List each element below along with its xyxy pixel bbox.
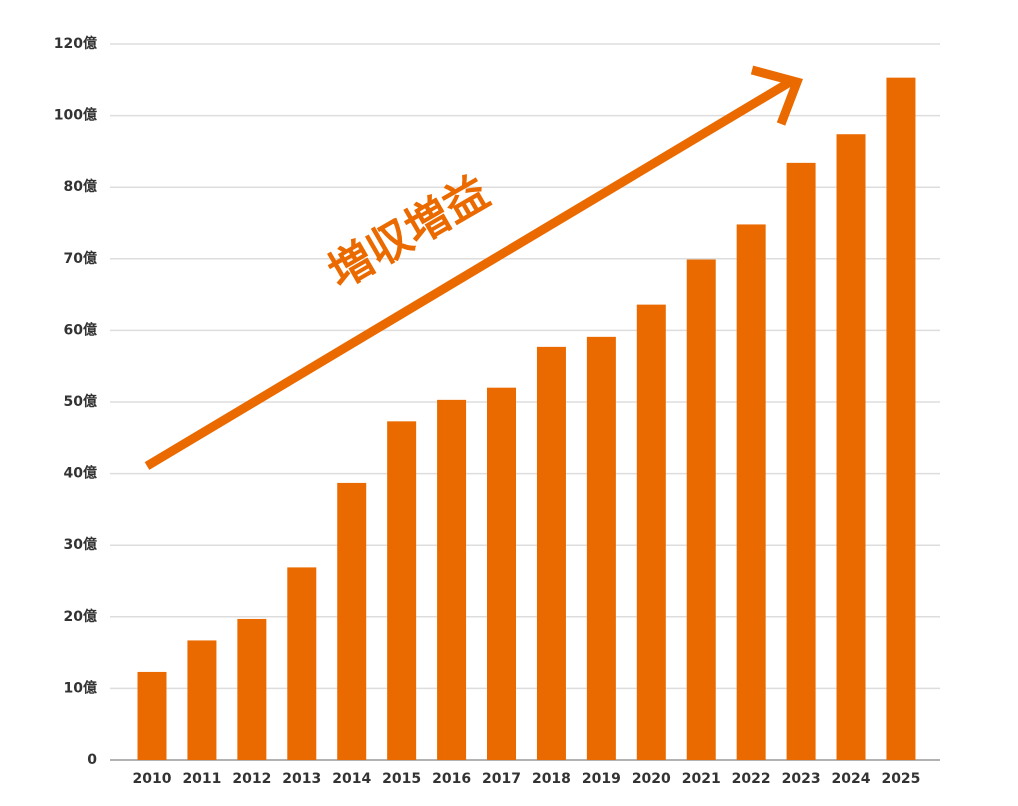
bar xyxy=(187,640,217,760)
x-tick-label: 2020 xyxy=(632,771,671,787)
bar xyxy=(886,77,916,761)
x-tick-label: 2017 xyxy=(482,771,521,787)
bar xyxy=(536,346,566,760)
y-tick-label: 120億 xyxy=(54,35,97,52)
x-tick-label: 2022 xyxy=(732,771,771,787)
bar xyxy=(786,162,816,760)
y-tick-label: 10億 xyxy=(64,679,97,696)
x-tick-label: 2012 xyxy=(232,771,271,787)
x-tick-label: 2021 xyxy=(682,771,721,787)
x-tick-label: 2013 xyxy=(282,771,321,787)
bar xyxy=(586,336,616,760)
x-tick-label: 2016 xyxy=(432,771,471,787)
y-tick-label: 60億 xyxy=(64,321,97,338)
arrow-head xyxy=(750,65,803,126)
x-tick-label: 2015 xyxy=(382,771,421,787)
bar xyxy=(686,259,716,760)
y-tick-label: 20億 xyxy=(64,608,97,625)
y-tick-label: 50億 xyxy=(64,393,97,410)
bar xyxy=(337,482,367,760)
x-tick-label: 2014 xyxy=(332,771,371,787)
bar xyxy=(836,134,866,760)
bar xyxy=(287,567,317,760)
trend-arrow xyxy=(144,78,793,470)
y-tick-label: 70億 xyxy=(64,250,97,267)
bar xyxy=(437,399,467,760)
x-tick-label: 2019 xyxy=(582,771,621,787)
bar xyxy=(137,671,167,760)
x-tick-label: 2011 xyxy=(182,771,221,787)
x-tick-label: 2018 xyxy=(532,771,571,787)
x-tick-label: 2025 xyxy=(881,771,920,787)
bar xyxy=(387,421,417,760)
bar xyxy=(636,304,666,760)
x-tick-label: 2010 xyxy=(133,771,172,787)
y-tick-label: 80億 xyxy=(64,178,97,195)
x-tick-label: 2024 xyxy=(832,771,871,787)
bar xyxy=(736,224,766,760)
bar xyxy=(237,618,267,760)
y-tick-label: 100億 xyxy=(54,107,97,124)
x-tick-label: 2023 xyxy=(782,771,821,787)
bar xyxy=(487,387,517,760)
y-tick-label: 0 xyxy=(87,752,97,768)
y-tick-label: 40億 xyxy=(64,465,97,482)
y-tick-label: 30億 xyxy=(64,536,97,553)
